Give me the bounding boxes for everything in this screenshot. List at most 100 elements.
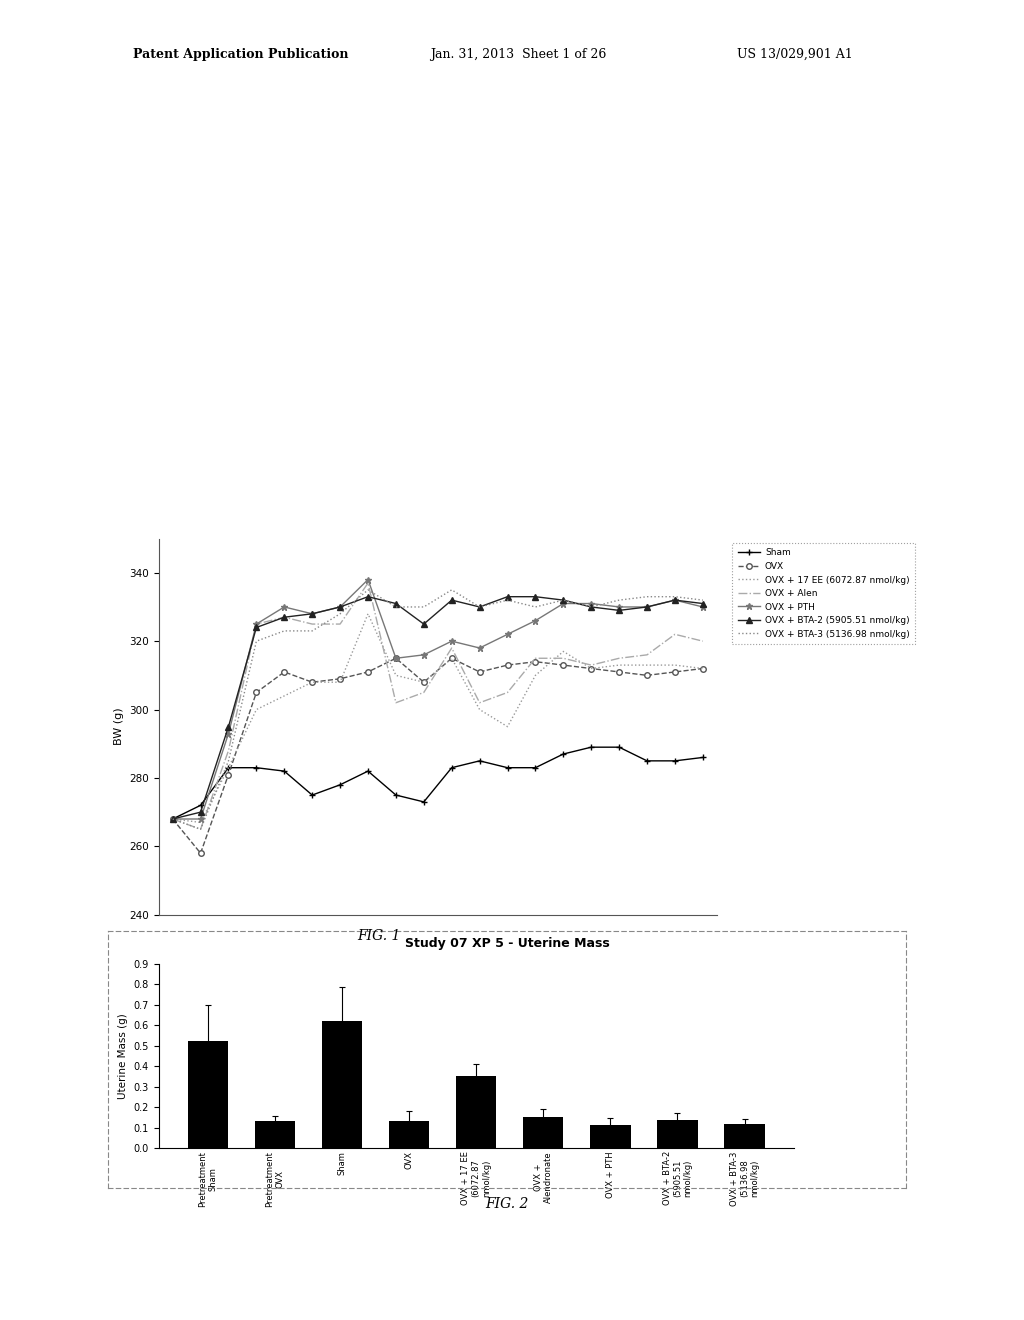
Sham <box>473 752 485 768</box>
OVX + PTH <box>669 593 681 609</box>
OVX + Alen <box>502 685 514 701</box>
OVX + PTH <box>250 616 262 632</box>
OVX + BTA-2 (5905.51 nmol/kg) <box>361 589 374 605</box>
OVX + Alen <box>167 810 179 826</box>
Sham <box>222 760 234 776</box>
Y-axis label: BW (g): BW (g) <box>114 708 124 746</box>
OVX <box>613 664 626 680</box>
OVX + Alen <box>306 616 318 632</box>
OVX <box>696 660 709 676</box>
OVX <box>222 767 234 783</box>
OVX <box>167 810 179 826</box>
OVX + 17 EE (6072.87 nmol/kg) <box>418 675 430 690</box>
OVX + 17 EE (6072.87 nmol/kg) <box>502 718 514 734</box>
OVX + PTH <box>167 810 179 826</box>
Sham <box>250 760 262 776</box>
OVX + 17 EE (6072.87 nmol/kg) <box>641 657 653 673</box>
OVX <box>279 664 291 680</box>
OVX + PTH <box>279 599 291 615</box>
OVX <box>334 671 346 686</box>
OVX + BTA-2 (5905.51 nmol/kg) <box>167 810 179 826</box>
OVX + PTH <box>529 612 542 628</box>
OVX + BTA-2 (5905.51 nmol/kg) <box>334 599 346 615</box>
OVX + PTH <box>641 599 653 615</box>
Line: OVX: OVX <box>170 656 706 855</box>
OVX + 17 EE (6072.87 nmol/kg) <box>445 651 458 667</box>
Sham <box>195 797 207 813</box>
Text: Study 07 XP 5 - Uterine Mass: Study 07 XP 5 - Uterine Mass <box>404 937 609 950</box>
OVX + BTA-3 (5136.98 nmol/kg) <box>557 593 569 609</box>
OVX + PTH <box>222 726 234 742</box>
OVX + 17 EE (6072.87 nmol/kg) <box>334 675 346 690</box>
Text: FIG. 2: FIG. 2 <box>485 1197 528 1212</box>
OVX + BTA-2 (5905.51 nmol/kg) <box>222 718 234 734</box>
OVX + PTH <box>418 647 430 663</box>
OVX + Alen <box>250 616 262 632</box>
OVX + Alen <box>390 694 402 710</box>
OVX + BTA-2 (5905.51 nmol/kg) <box>195 804 207 820</box>
OVX + PTH <box>696 599 709 615</box>
OVX + BTA-2 (5905.51 nmol/kg) <box>473 599 485 615</box>
OVX + PTH <box>306 606 318 622</box>
OVX + 17 EE (6072.87 nmol/kg) <box>361 606 374 622</box>
OVX + Alen <box>696 634 709 649</box>
Bar <box>255 1121 295 1148</box>
OVX + PTH <box>195 810 207 826</box>
OVX + BTA-2 (5905.51 nmol/kg) <box>502 589 514 605</box>
OVX + PTH <box>502 627 514 643</box>
OVX + BTA-2 (5905.51 nmol/kg) <box>696 595 709 611</box>
Y-axis label: Uterine Mass (g): Uterine Mass (g) <box>118 1014 128 1098</box>
OVX + 17 EE (6072.87 nmol/kg) <box>279 688 291 704</box>
OVX + BTA-2 (5905.51 nmol/kg) <box>641 599 653 615</box>
OVX + BTA-2 (5905.51 nmol/kg) <box>557 593 569 609</box>
Line: OVX + Alen: OVX + Alen <box>173 583 702 829</box>
OVX + Alen <box>557 651 569 667</box>
Text: Jan. 31, 2013  Sheet 1 of 26: Jan. 31, 2013 Sheet 1 of 26 <box>430 48 606 61</box>
OVX + Alen <box>641 647 653 663</box>
OVX + BTA-3 (5136.98 nmol/kg) <box>529 599 542 615</box>
OVX + Alen <box>613 651 626 667</box>
OVX <box>195 845 207 861</box>
OVX + Alen <box>334 616 346 632</box>
Text: FIG. 1: FIG. 1 <box>357 929 400 944</box>
OVX + PTH <box>390 651 402 667</box>
OVX + Alen <box>473 694 485 710</box>
OVX + BTA-3 (5136.98 nmol/kg) <box>473 599 485 615</box>
Sham <box>529 760 542 776</box>
Bar <box>590 1125 631 1148</box>
OVX + 17 EE (6072.87 nmol/kg) <box>167 810 179 826</box>
OVX + Alen <box>418 685 430 701</box>
OVX + BTA-3 (5136.98 nmol/kg) <box>418 599 430 615</box>
Bar <box>187 1040 228 1148</box>
OVX + BTA-3 (5136.98 nmol/kg) <box>585 599 597 615</box>
OVX + BTA-2 (5905.51 nmol/kg) <box>250 619 262 635</box>
OVX + Alen <box>279 610 291 626</box>
OVX + BTA-3 (5136.98 nmol/kg) <box>669 589 681 605</box>
OVX + Alen <box>529 651 542 667</box>
OVX + BTA-3 (5136.98 nmol/kg) <box>641 589 653 605</box>
Sham <box>279 763 291 779</box>
Text: Patent Application Publication: Patent Application Publication <box>133 48 348 61</box>
Sham <box>613 739 626 755</box>
OVX + PTH <box>473 640 485 656</box>
Line: OVX + BTA-2 (5905.51 nmol/kg): OVX + BTA-2 (5905.51 nmol/kg) <box>170 594 706 822</box>
Sham <box>361 763 374 779</box>
OVX + 17 EE (6072.87 nmol/kg) <box>529 668 542 684</box>
OVX + BTA-3 (5136.98 nmol/kg) <box>306 623 318 639</box>
OVX + 17 EE (6072.87 nmol/kg) <box>669 657 681 673</box>
OVX + Alen <box>222 743 234 759</box>
OVX + BTA-2 (5905.51 nmol/kg) <box>418 616 430 632</box>
Sham <box>696 750 709 766</box>
OVX <box>250 685 262 701</box>
OVX <box>557 657 569 673</box>
OVX + BTA-3 (5136.98 nmol/kg) <box>613 593 626 609</box>
OVX + BTA-3 (5136.98 nmol/kg) <box>279 623 291 639</box>
OVX <box>529 653 542 669</box>
OVX + BTA-3 (5136.98 nmol/kg) <box>195 821 207 837</box>
OVX + Alen <box>445 640 458 656</box>
OVX + BTA-2 (5905.51 nmol/kg) <box>585 599 597 615</box>
OVX + BTA-3 (5136.98 nmol/kg) <box>334 606 346 622</box>
OVX + BTA-2 (5905.51 nmol/kg) <box>306 606 318 622</box>
Sham <box>167 810 179 826</box>
Bar <box>657 1119 697 1148</box>
